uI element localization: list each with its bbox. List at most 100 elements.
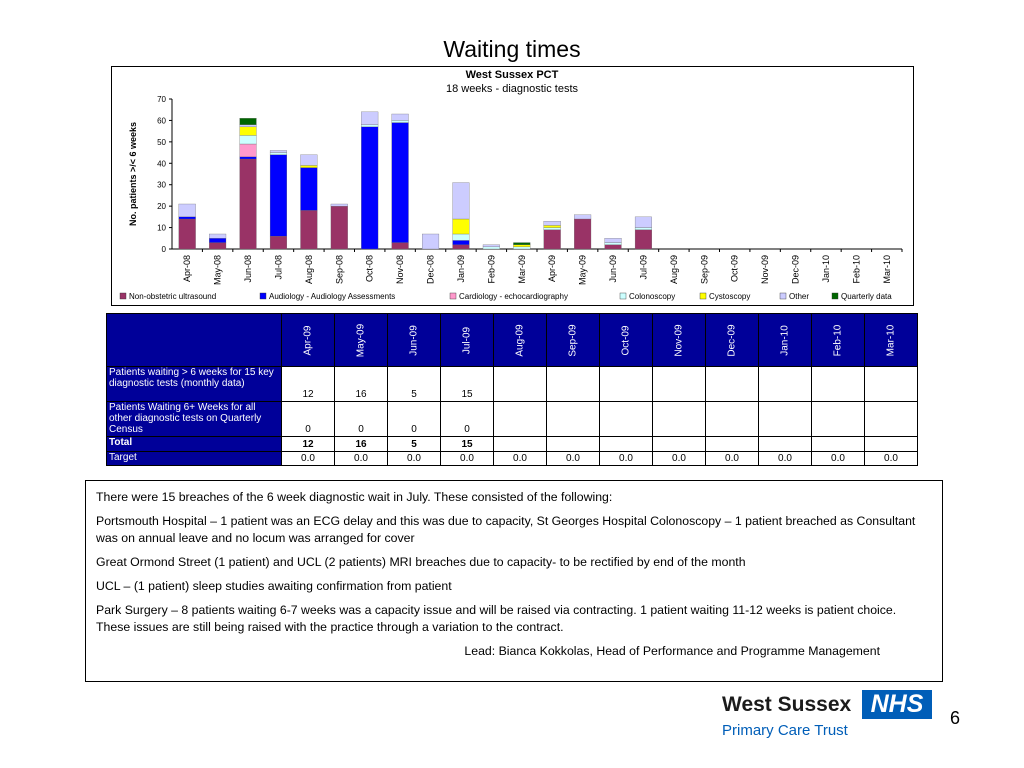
x-tick-label: Jan-10 [821, 255, 831, 283]
x-tick-label: Sep-09 [699, 255, 709, 284]
bar-segment [604, 244, 622, 250]
table-cell [652, 366, 706, 402]
commentary-box: There were 15 breaches of the 6 week dia… [85, 480, 943, 682]
table-cell: 12 [281, 436, 335, 452]
bar-segment [452, 244, 470, 250]
table-month-header: Jul-09 [440, 313, 494, 367]
table-month-header: Oct-09 [599, 313, 653, 367]
x-tick-label: Mar-09 [517, 255, 527, 284]
row-label: Patients Waiting 6+ Weeks for all other … [106, 401, 282, 437]
bar-segment [513, 246, 531, 250]
x-tick-label: Jun-09 [608, 255, 618, 283]
table-cell: 0.0 [864, 451, 918, 466]
bar-segment [543, 227, 561, 230]
bar-segment [269, 152, 287, 155]
bar-segment [330, 203, 348, 207]
table-month-header: Feb-10 [811, 313, 865, 367]
legend-swatch [831, 292, 839, 300]
bar-segment [239, 158, 257, 250]
table-cell [546, 436, 600, 452]
month-label: Feb-10 [832, 324, 844, 356]
x-tick-label: Aug-09 [669, 255, 679, 284]
month-label: Mar-10 [885, 324, 897, 356]
chart-panel: West Sussex PCT 18 weeks - diagnostic tes… [111, 66, 914, 306]
bar-segment [239, 156, 257, 160]
bar-segment [269, 235, 287, 250]
table-cell [811, 401, 865, 437]
x-tick-label: Jun-08 [243, 255, 253, 283]
table-month-header: Nov-09 [652, 313, 706, 367]
note-paragraph: UCL – (1 patient) sleep studies awaiting… [96, 579, 452, 593]
x-tick-label: Feb-10 [851, 255, 861, 284]
x-tick-label: Aug-08 [304, 255, 314, 284]
bar-segment [239, 143, 257, 158]
month-label: Jan-10 [779, 324, 791, 356]
table-cell: 0 [387, 401, 441, 437]
bar-segment [239, 118, 257, 125]
table-header-row: Apr-09 May-09 Jun-09 Jul-09 Aug-09 Sep-09 Oct-… [106, 313, 918, 367]
table-cell: 0.0 [493, 451, 547, 466]
table-cell: 0 [440, 401, 494, 437]
bar-segment [330, 205, 348, 250]
bar-segment [634, 229, 652, 250]
stacked-bar-chart: West Sussex PCT 18 weeks - diagnostic tes… [119, 69, 903, 301]
nhs-logo: NHS [862, 690, 932, 719]
bar-segment [452, 233, 470, 241]
bar-segment [604, 238, 622, 243]
table-header-corner [106, 313, 282, 367]
table-month-header: Jan-10 [758, 313, 812, 367]
bar-segment [300, 167, 318, 211]
page-number: 6 [950, 708, 961, 728]
bar-segment [300, 154, 318, 166]
table-cell: 16 [334, 436, 388, 452]
bar-segment [391, 122, 409, 243]
table-cell [705, 436, 759, 452]
month-label: May-09 [355, 323, 367, 357]
table-cell: 0.0 [811, 451, 865, 466]
month-label: Jul-09 [461, 326, 473, 354]
row-label: Patients waiting > 6 weeks for 15 key di… [106, 366, 282, 402]
legend-swatch [119, 292, 127, 300]
x-tick-label: Jul-09 [638, 255, 648, 280]
bar-segment [300, 210, 318, 250]
bar-segment [178, 218, 196, 250]
chart-subtitle: 18 weeks - diagnostic tests [446, 83, 579, 95]
legend-label: Cystoscopy [709, 292, 750, 301]
bar-segment [269, 154, 287, 237]
table-cell [758, 436, 812, 452]
table-cell [705, 401, 759, 437]
x-tick-label: Oct-08 [365, 255, 375, 282]
x-tick-label: May-08 [213, 255, 223, 285]
bar-segment [209, 242, 227, 250]
legend-swatch [779, 292, 787, 300]
table-cell: 0.0 [387, 451, 441, 466]
table-month-header: Jun-09 [387, 313, 441, 367]
table-cell: 0.0 [281, 451, 335, 466]
slide-title: Waiting times [443, 36, 581, 62]
row-label: Target [106, 451, 282, 466]
table-cell: 0.0 [546, 451, 600, 466]
table-cell: 5 [387, 436, 441, 452]
bar-segment [452, 240, 470, 245]
note-paragraph: Portsmouth Hospital – 1 patient was an E… [96, 514, 916, 545]
x-tick-label: Mar-10 [882, 255, 892, 284]
bar-segment [391, 120, 409, 123]
bar-segment [239, 126, 257, 136]
y-tick-label: 60 [157, 116, 166, 125]
table-cell: 0 [281, 401, 335, 437]
legend-label: Non-obstetric ultrasound [129, 292, 216, 301]
table-cell [546, 401, 600, 437]
month-label: Nov-09 [673, 323, 685, 357]
table-cell [493, 401, 547, 437]
bar-segment [543, 220, 561, 226]
bar-segment [239, 135, 257, 145]
table-cell [493, 436, 547, 452]
table-cell [758, 401, 812, 437]
bar-segment [178, 203, 196, 218]
month-label: Jun-09 [408, 324, 420, 356]
table-cell: 15 [440, 366, 494, 402]
table-cell [811, 436, 865, 452]
table-cell: 0 [334, 401, 388, 437]
bar-segment [574, 214, 592, 220]
x-tick-label: Jul-08 [273, 255, 283, 280]
